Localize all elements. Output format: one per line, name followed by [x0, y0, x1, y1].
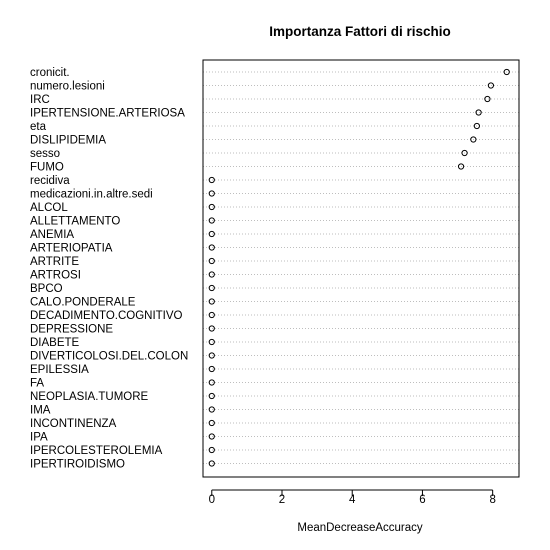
data-point — [208, 217, 215, 224]
data-point — [208, 338, 215, 346]
data-point — [208, 298, 215, 305]
data-point — [208, 446, 215, 454]
x-tick-label: 0 — [209, 494, 215, 506]
category-label: IPERTENSIONE.ARTERIOSA — [30, 108, 185, 120]
data-point — [208, 257, 215, 265]
data-point — [208, 392, 215, 400]
data-point — [208, 419, 215, 427]
category-label: DIABETE — [30, 337, 80, 349]
x-tick-label: 2 — [279, 494, 285, 506]
x-axis-label: MeanDecreaseAccuracy — [297, 522, 423, 534]
data-points — [208, 68, 510, 467]
data-point — [470, 136, 477, 143]
category-label: EPILESSIA — [30, 364, 89, 376]
category-label: ARTRITE — [30, 256, 79, 268]
x-axis: 0 2 4 6 8 — [209, 489, 496, 506]
data-point — [484, 95, 491, 103]
category-label: IPA — [30, 432, 48, 444]
data-point — [503, 68, 510, 76]
category-label: FA — [30, 378, 44, 390]
category-label: medicazioni.in.altre.sedi — [30, 189, 153, 201]
data-point — [208, 433, 215, 440]
category-label: DIVERTICOLOSI.DEL.COLON — [30, 351, 188, 363]
category-label: DISLIPIDEMIA — [30, 135, 106, 147]
data-point — [208, 271, 215, 278]
data-point — [208, 244, 215, 251]
category-label: eta — [30, 121, 47, 133]
category-label: BPCO — [30, 283, 63, 295]
category-label: IPERTIROIDISMO — [30, 459, 125, 471]
data-point — [457, 163, 465, 170]
guide-lines — [203, 71, 519, 464]
data-point — [473, 122, 480, 130]
category-label: ANEMIA — [30, 229, 74, 241]
plot-frame — [202, 59, 520, 478]
data-point — [208, 203, 215, 211]
category-label: IMA — [30, 405, 51, 417]
category-label: CALO.PONDERALE — [30, 297, 136, 309]
x-tick-label: 4 — [349, 494, 356, 506]
data-point — [208, 325, 215, 332]
data-point — [208, 176, 215, 184]
category-label: cronicit. — [30, 67, 70, 79]
category-label: IRC — [30, 94, 50, 106]
category-label: ARTROSI — [30, 270, 81, 282]
data-point — [208, 406, 215, 413]
data-point — [208, 365, 215, 373]
category-label: recidiva — [30, 175, 70, 187]
category-label: FUMO — [30, 162, 64, 174]
data-point — [487, 82, 495, 89]
category-label: ARTERIOPATIA — [30, 243, 113, 255]
data-point — [461, 149, 468, 157]
data-point — [475, 109, 482, 116]
chart-title: Importanza Fattori di rischio — [269, 24, 451, 39]
category-label: ALCOL — [30, 202, 68, 214]
category-label: numero.lesioni — [30, 81, 105, 93]
data-point — [208, 379, 215, 386]
data-point — [208, 460, 215, 467]
data-point — [208, 284, 215, 292]
category-label: DEPRESSIONE — [30, 324, 113, 336]
category-label: DECADIMENTO.COGNITIVO — [30, 310, 183, 322]
data-point — [208, 230, 215, 238]
category-label: ALLETTAMENTO — [30, 216, 120, 228]
x-tick-label: 6 — [419, 494, 425, 506]
category-label: IPERCOLESTEROLEMIA — [30, 445, 163, 457]
x-tick-label: 8 — [489, 494, 495, 506]
data-point — [208, 190, 215, 197]
data-point — [208, 311, 215, 319]
category-label: NEOPLASIA.TUMORE — [30, 391, 149, 403]
category-label: INCONTINENZA — [30, 418, 117, 430]
category-label: sesso — [30, 148, 60, 160]
data-point — [208, 352, 215, 359]
